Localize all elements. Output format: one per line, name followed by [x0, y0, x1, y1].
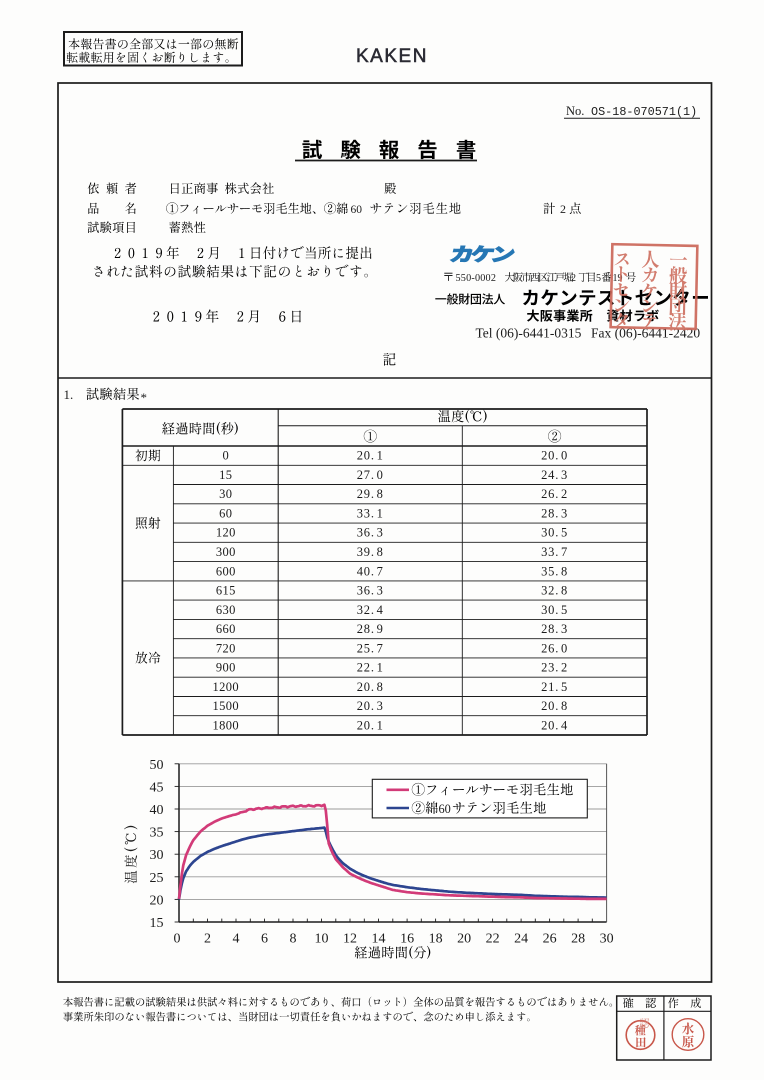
svg-text:600: 600 [216, 564, 236, 578]
svg-text:5: 5 [596, 273, 601, 284]
svg-text:30: 30 [219, 487, 232, 501]
svg-text:20. 1: 20. 1 [357, 449, 384, 463]
svg-text:27. 0: 27. 0 [357, 468, 384, 482]
svg-text:Tel (06)-6441-0315: Tel (06)-6441-0315 [476, 326, 582, 341]
svg-text:20. 4: 20. 4 [541, 718, 568, 732]
svg-text:15: 15 [219, 468, 232, 482]
svg-text:50: 50 [150, 758, 164, 773]
svg-text:12: 12 [343, 932, 357, 947]
svg-text:8: 8 [290, 932, 297, 947]
svg-text:30: 30 [150, 848, 164, 863]
svg-text:900: 900 [216, 661, 236, 675]
svg-text:4: 4 [233, 932, 240, 947]
svg-text:1800: 1800 [212, 718, 239, 732]
svg-text:23. 2: 23. 2 [541, 661, 568, 675]
svg-text:615: 615 [216, 584, 236, 598]
svg-text:20. 0: 20. 0 [541, 449, 568, 463]
svg-text:15: 15 [150, 916, 164, 931]
svg-text:20. 1: 20. 1 [357, 718, 384, 732]
svg-text:25. 7: 25. 7 [357, 641, 384, 655]
svg-text:26. 0: 26. 0 [541, 641, 568, 655]
svg-text:40. 7: 40. 7 [357, 564, 384, 578]
svg-text:19: 19 [613, 273, 623, 284]
svg-text:No.: No. [566, 104, 584, 118]
svg-text:2: 2 [560, 202, 566, 216]
svg-text:20. 8: 20. 8 [357, 680, 384, 694]
svg-text:720: 720 [216, 641, 236, 655]
svg-text:2: 2 [571, 273, 576, 284]
svg-text:30: 30 [600, 932, 614, 947]
svg-text:32. 8: 32. 8 [541, 584, 568, 598]
svg-text:22. 1: 22. 1 [357, 661, 384, 675]
svg-text:33. 7: 33. 7 [541, 545, 568, 559]
svg-text:1200: 1200 [212, 680, 239, 694]
svg-text:20. 8: 20. 8 [541, 699, 568, 713]
svg-text:29. 8: 29. 8 [357, 487, 384, 501]
svg-text:45: 45 [150, 780, 164, 795]
svg-text:550-0002: 550-0002 [456, 273, 497, 284]
svg-text:32. 4: 32. 4 [357, 603, 384, 617]
svg-text:36. 3: 36. 3 [357, 526, 384, 540]
svg-text:120: 120 [216, 526, 236, 540]
svg-text:40: 40 [150, 803, 164, 818]
svg-text:60: 60 [351, 204, 363, 216]
svg-text:OS-18-070571(1): OS-18-070571(1) [591, 105, 697, 119]
svg-text:28. 9: 28. 9 [357, 622, 384, 636]
svg-text:300: 300 [216, 545, 236, 559]
svg-text:6: 6 [261, 932, 268, 947]
svg-text:28: 28 [571, 932, 585, 947]
svg-text:35: 35 [150, 826, 164, 841]
svg-text:39. 8: 39. 8 [357, 545, 384, 559]
svg-text:0: 0 [174, 932, 181, 947]
svg-text:2: 2 [204, 932, 211, 947]
svg-text:20: 20 [150, 893, 164, 908]
svg-text:33. 1: 33. 1 [357, 507, 384, 521]
svg-text:60: 60 [439, 802, 451, 816]
svg-text:30. 5: 30. 5 [541, 603, 568, 617]
svg-text:36. 3: 36. 3 [357, 584, 384, 598]
svg-text:20. 3: 20. 3 [357, 699, 384, 713]
svg-text:16: 16 [400, 932, 414, 947]
svg-text:1500: 1500 [212, 699, 239, 713]
svg-text:22: 22 [486, 932, 500, 947]
svg-text:630: 630 [216, 603, 236, 617]
svg-text:14: 14 [372, 932, 386, 947]
svg-text:10: 10 [315, 932, 329, 947]
svg-text:0: 0 [222, 449, 229, 463]
svg-text:24: 24 [514, 932, 528, 947]
svg-text:25: 25 [150, 871, 164, 886]
svg-text:660: 660 [216, 622, 236, 636]
svg-text:28. 3: 28. 3 [541, 622, 568, 636]
svg-text:1.: 1. [64, 387, 74, 402]
svg-text:18: 18 [429, 932, 443, 947]
svg-text:35. 8: 35. 8 [541, 564, 568, 578]
svg-text:26: 26 [543, 932, 557, 947]
svg-text:*: * [141, 390, 148, 405]
svg-text:21. 5: 21. 5 [541, 680, 568, 694]
svg-text:KAKEN: KAKEN [356, 46, 428, 67]
svg-text:26. 2: 26. 2 [541, 487, 568, 501]
svg-text:20: 20 [457, 932, 471, 947]
svg-text:60: 60 [219, 507, 232, 521]
svg-text:30. 5: 30. 5 [541, 526, 568, 540]
svg-text:24. 3: 24. 3 [541, 468, 568, 482]
svg-text:28. 3: 28. 3 [541, 507, 568, 521]
